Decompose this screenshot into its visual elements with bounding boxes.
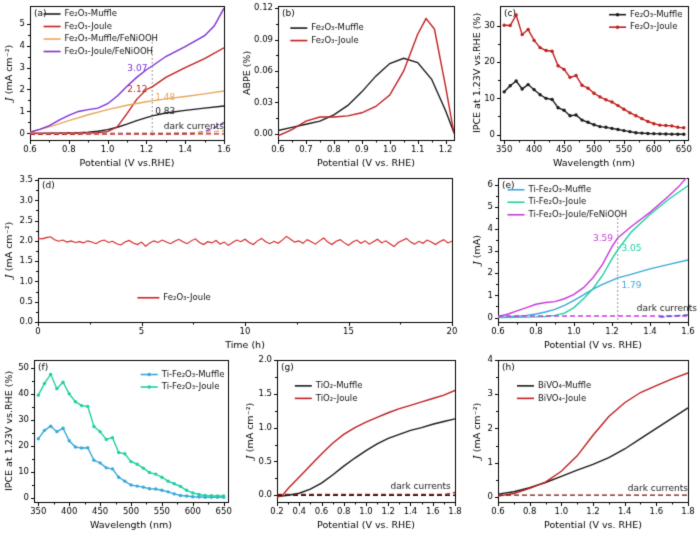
figure-row-middle <box>0 172 698 352</box>
figure-row-bottom <box>0 354 698 532</box>
panel-d-stability-chart <box>0 172 462 352</box>
panel-h-lsv-bivo4-chart <box>468 354 698 532</box>
panel-c-ipce-fe2o3-chart <box>468 0 698 170</box>
panel-a-lsv-fe2o3-chart <box>0 0 234 170</box>
panel-b-abpe-chart <box>238 0 464 170</box>
figure-row-top <box>0 0 698 170</box>
panel-f-ipce-ti-fe2o3-chart <box>0 354 238 532</box>
panel-g-lsv-tio2-chart <box>241 354 465 532</box>
panel-e-lsv-ti-fe2o3-chart <box>468 172 698 352</box>
